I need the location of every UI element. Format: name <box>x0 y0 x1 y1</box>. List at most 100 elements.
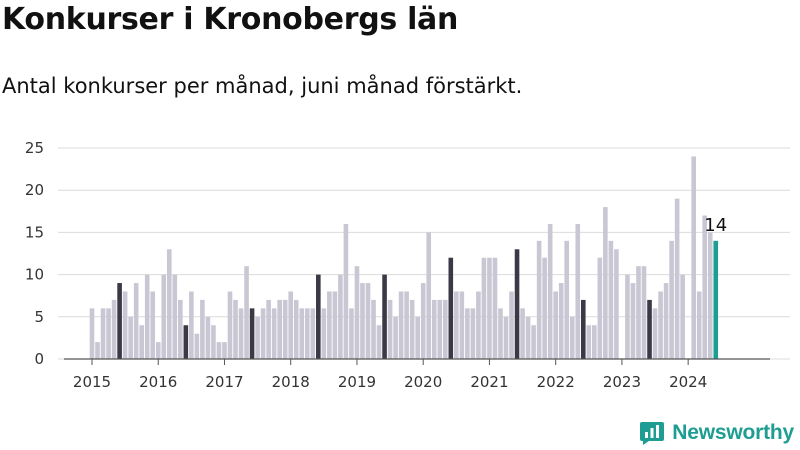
bar <box>282 299 288 359</box>
bar <box>404 291 409 359</box>
bar <box>95 342 100 359</box>
newsworthy-logo-icon <box>640 422 665 445</box>
bar <box>398 291 404 359</box>
bar <box>316 274 321 359</box>
y-axis-ticks: 0 5 10 15 20 25 <box>25 139 44 368</box>
bar <box>255 316 260 359</box>
x-tick-label: 2015 <box>73 373 111 391</box>
bar <box>597 257 603 359</box>
bar <box>531 325 536 359</box>
bar <box>111 299 117 359</box>
bar <box>222 342 227 359</box>
x-tick-label: 2017 <box>205 373 243 391</box>
bar <box>293 299 299 359</box>
bar <box>310 308 316 359</box>
bar <box>520 308 525 359</box>
bar <box>139 325 144 359</box>
bar <box>420 283 426 359</box>
bar <box>349 308 354 359</box>
bar <box>244 266 249 359</box>
x-axis: 2015 2016 2017 2018 2019 2020 2021 2022 2023 2024 <box>64 358 770 391</box>
bar <box>603 207 608 359</box>
chart-title: Konkurser i Kronobergs län <box>2 2 459 37</box>
chart-subtitle: Antal konkurser per månad, juni månad fö… <box>2 74 523 98</box>
bar <box>442 299 448 359</box>
bar <box>233 299 238 359</box>
bar <box>360 283 365 359</box>
bar <box>481 257 487 359</box>
bar <box>580 299 586 359</box>
y-tick-label: 25 <box>25 139 44 157</box>
bar <box>365 283 371 359</box>
bar <box>332 291 338 359</box>
bar <box>321 308 327 359</box>
bar <box>189 291 194 359</box>
bar <box>674 198 680 359</box>
bar <box>415 316 420 359</box>
bar <box>393 316 398 359</box>
x-tick-label: 2018 <box>272 373 310 391</box>
x-tick-label: 2020 <box>404 373 442 391</box>
bar <box>205 316 211 359</box>
bar <box>608 240 614 359</box>
bar <box>669 240 674 359</box>
bar <box>200 299 205 359</box>
bar <box>525 316 531 359</box>
bar <box>454 291 459 359</box>
x-tick-label: 2021 <box>470 373 508 391</box>
bar <box>354 266 360 359</box>
bar <box>465 308 470 359</box>
bar <box>277 299 282 359</box>
bar <box>492 257 498 359</box>
bar <box>150 291 156 359</box>
bar <box>161 274 167 359</box>
bar <box>376 325 382 359</box>
bar <box>696 291 702 359</box>
bar <box>630 283 636 359</box>
newsworthy-logo[interactable]: Newsworthy <box>639 419 794 447</box>
bar <box>172 274 178 359</box>
bars <box>89 156 719 359</box>
bar <box>498 308 503 359</box>
bar <box>641 266 647 359</box>
x-tick-label: 2016 <box>139 373 177 391</box>
bar <box>155 342 161 359</box>
bar <box>426 232 432 359</box>
bar <box>387 299 393 359</box>
bar <box>128 316 133 359</box>
bar <box>211 325 216 359</box>
x-tick-label: 2019 <box>338 373 376 391</box>
y-tick-label: 10 <box>25 266 44 284</box>
bar <box>288 291 294 359</box>
bar <box>448 257 454 359</box>
bar <box>547 223 553 359</box>
bar <box>271 308 277 359</box>
bar <box>536 240 542 359</box>
bar <box>249 308 255 359</box>
bar <box>569 316 575 359</box>
bar <box>680 274 685 359</box>
bar <box>194 333 200 359</box>
bar <box>487 257 492 359</box>
bar <box>144 274 150 359</box>
data-labels: 14 <box>704 215 727 236</box>
bar <box>166 249 172 359</box>
bar <box>178 299 183 359</box>
bar <box>89 308 95 359</box>
bar <box>663 283 669 359</box>
x-tick-label: 2023 <box>603 373 641 391</box>
bar <box>503 316 509 359</box>
bar <box>636 266 641 359</box>
bar <box>707 232 713 359</box>
bar <box>304 308 310 359</box>
bar <box>470 308 476 359</box>
y-tick-label: 0 <box>34 350 44 368</box>
bar <box>553 291 558 359</box>
bar <box>586 325 592 359</box>
x-tick-label: 2024 <box>669 373 707 391</box>
bar <box>299 308 305 359</box>
y-tick-label: 20 <box>25 181 44 199</box>
bar <box>431 299 437 359</box>
bar <box>713 240 719 359</box>
bar <box>614 249 619 359</box>
